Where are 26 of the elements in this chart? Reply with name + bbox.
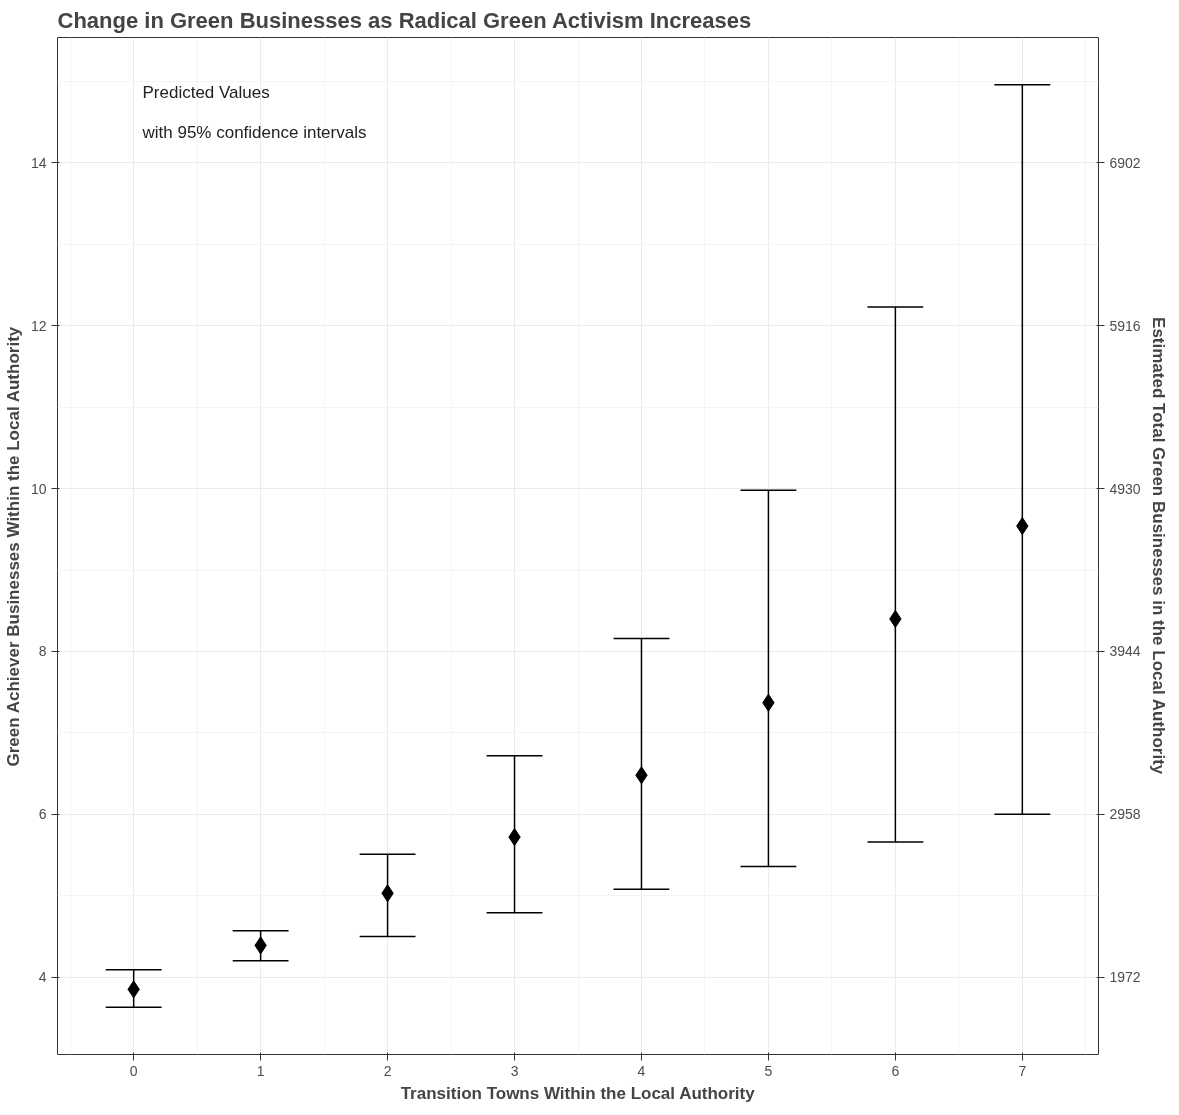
x-tick-label: 6 <box>891 1062 900 1079</box>
y2-tick-label: 5916 <box>1109 317 1141 334</box>
x-tick-label: 2 <box>383 1062 392 1079</box>
chart-title: Change in Green Businesses as Radical Green Activism Increases <box>57 7 752 33</box>
y2-axis-title: Estimated Total Green Businesses in the Local Authority <box>1148 317 1168 775</box>
x-tick-label: 0 <box>129 1062 138 1079</box>
y-tick-label: 14 <box>30 154 47 171</box>
y-tick-label: 12 <box>30 317 47 334</box>
y-tick-label: 8 <box>38 643 47 660</box>
y2-tick-label: 6902 <box>1109 154 1141 171</box>
x-tick-label: 7 <box>1018 1062 1027 1079</box>
annotation: with 95% confidence intervals <box>141 123 367 142</box>
y-tick-label: 10 <box>30 480 47 497</box>
x-tick-label: 3 <box>510 1062 519 1079</box>
y2-tick-label: 2958 <box>1109 806 1141 823</box>
annotation: Predicted Values <box>142 83 270 102</box>
y-tick-label: 6 <box>38 806 47 823</box>
y2-tick-label: 4930 <box>1109 480 1141 497</box>
x-tick-label: 1 <box>256 1062 265 1079</box>
y-axis-title: Green Achiever Businesses Within the Local Authority <box>3 326 23 767</box>
x-tick-label: 5 <box>764 1062 773 1079</box>
y2-tick-label: 3944 <box>1109 643 1141 660</box>
x-tick-label: 4 <box>637 1062 646 1079</box>
y-tick-label: 4 <box>38 969 47 986</box>
x-axis-title: Transition Towns Within the Local Authority <box>400 1083 756 1103</box>
y2-tick-label: 1972 <box>1109 969 1141 986</box>
